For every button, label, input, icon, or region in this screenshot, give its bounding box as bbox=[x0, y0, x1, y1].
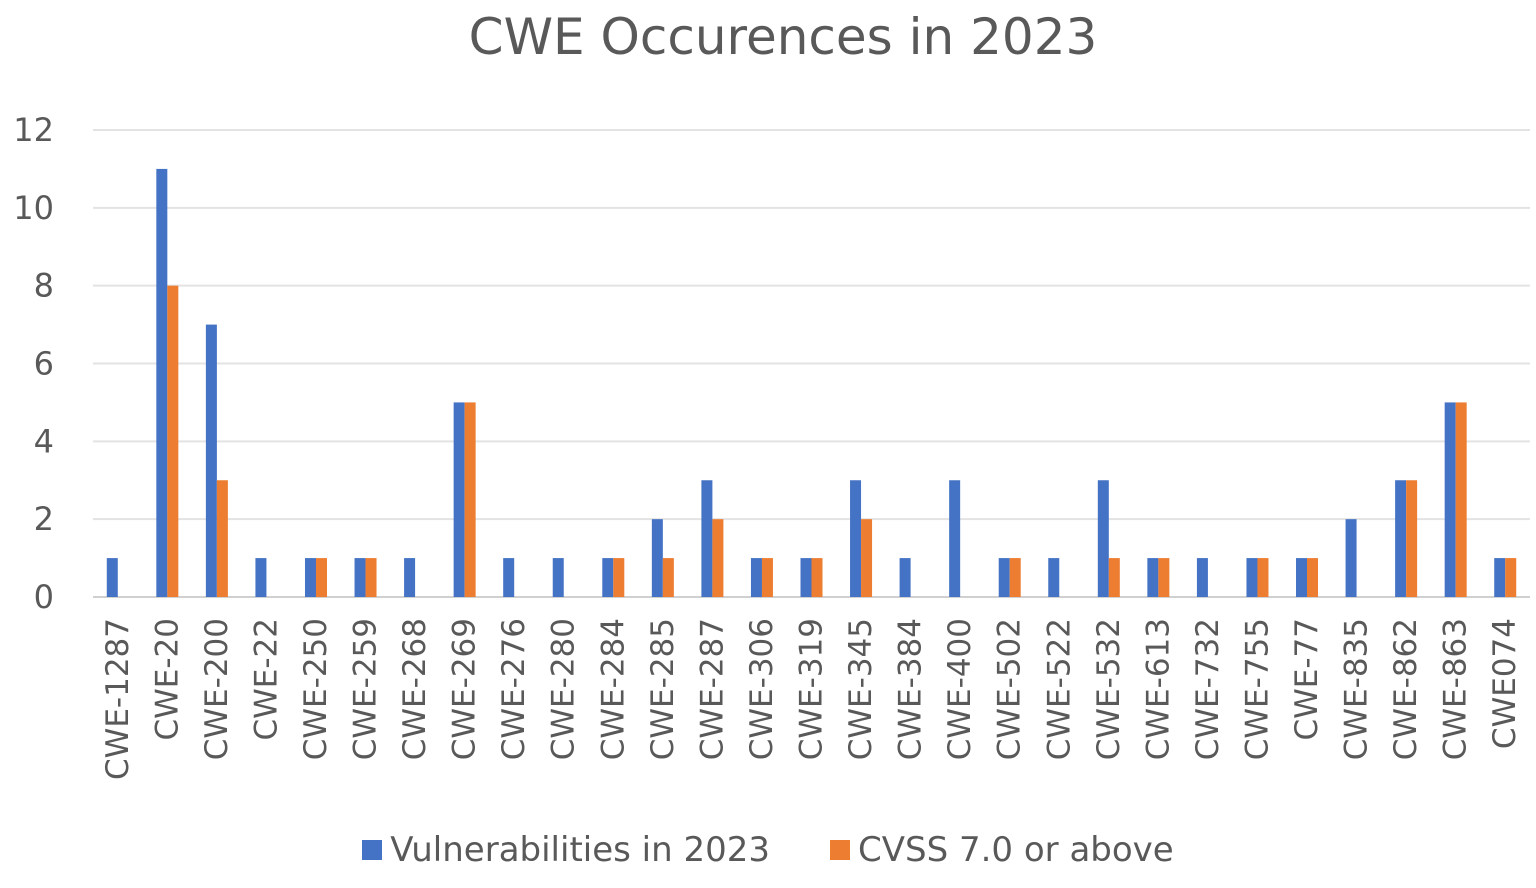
bar-vulnerabilities-cwe-613 bbox=[1147, 558, 1159, 597]
y-tick-label: 4 bbox=[34, 422, 54, 460]
x-tick-label: CWE-22 bbox=[248, 618, 284, 741]
bar-vulnerabilities-cwe-522 bbox=[1048, 558, 1060, 597]
bar-vulnerabilities-cwe-1287 bbox=[106, 558, 118, 597]
x-tick-label: CWE-269 bbox=[447, 618, 483, 760]
x-tick-label: CWE074 bbox=[1487, 618, 1523, 749]
y-tick-label: 8 bbox=[34, 267, 54, 305]
bar-cvss-cwe-250 bbox=[315, 558, 327, 597]
bar-cvss-cwe-863 bbox=[1455, 402, 1467, 597]
bar-vulnerabilities-cwe-77 bbox=[1296, 558, 1308, 597]
x-tick-label: CWE-319 bbox=[794, 618, 830, 760]
x-tick-label: CWE-835 bbox=[1339, 618, 1375, 760]
bar-vulnerabilities-cwe-732 bbox=[1196, 558, 1208, 597]
bar-cvss-cwe-862 bbox=[1406, 480, 1418, 597]
bar-vulnerabilities-cwe-269 bbox=[453, 402, 465, 597]
bar-vulnerabilities-cwe-284 bbox=[602, 558, 614, 597]
x-tick-label: CWE-287 bbox=[694, 618, 730, 760]
x-tick-label: CWE-280 bbox=[546, 618, 582, 760]
bar-vulnerabilities-cwe-285 bbox=[651, 519, 663, 597]
bar-cvss-cwe-613 bbox=[1158, 558, 1170, 597]
x-tick-label: CWE-259 bbox=[348, 618, 384, 760]
x-tick-label: CWE-862 bbox=[1388, 618, 1424, 760]
bar-cvss-cwe-532 bbox=[1108, 558, 1120, 597]
x-tick-label: CWE-285 bbox=[645, 618, 681, 760]
y-tick-label: 0 bbox=[34, 578, 54, 616]
y-tick-label: 2 bbox=[34, 500, 54, 538]
bar-vulnerabilities-cwe074 bbox=[1494, 558, 1506, 597]
bar-cvss-cwe-345 bbox=[861, 519, 873, 597]
x-tick-label: CWE-863 bbox=[1438, 618, 1474, 760]
x-tick-label: CWE-284 bbox=[595, 618, 631, 760]
x-tick-label: CWE-20 bbox=[149, 618, 185, 741]
x-tick-label: CWE-268 bbox=[397, 618, 433, 760]
bar-vulnerabilities-cwe-502 bbox=[998, 558, 1010, 597]
x-tick-label: CWE-276 bbox=[496, 618, 532, 760]
bar-vulnerabilities-cwe-835 bbox=[1345, 519, 1357, 597]
bar-vulnerabilities-cwe-319 bbox=[800, 558, 812, 597]
bars bbox=[106, 168, 1517, 597]
x-tick-label: CWE-77 bbox=[1289, 618, 1325, 741]
x-axis-ticks: CWE-1287 CWE-20 CWE-200 CWE-22 CWE-250 CWE-25… bbox=[100, 618, 1523, 780]
x-tick-label: CWE-502 bbox=[992, 618, 1028, 760]
bar-vulnerabilities-cwe-862 bbox=[1395, 480, 1407, 597]
legend-swatch-cvss bbox=[830, 840, 850, 860]
legend-item-cvss: CVSS 7.0 or above bbox=[830, 830, 1174, 870]
bar-vulnerabilities-cwe-400 bbox=[949, 480, 961, 597]
bar-cvss-cwe-284 bbox=[613, 558, 625, 597]
legend: Vulnerabilities in 2023 CVSS 7.0 or abov… bbox=[0, 830, 1536, 870]
x-tick-label: CWE-400 bbox=[942, 618, 978, 760]
bar-cvss-cwe-77 bbox=[1307, 558, 1319, 597]
x-tick-label: CWE-1287 bbox=[100, 618, 136, 780]
bar-vulnerabilities-cwe-22 bbox=[255, 558, 267, 597]
x-tick-label: CWE-522 bbox=[1041, 618, 1077, 760]
legend-swatch-vulnerabilities bbox=[362, 840, 383, 860]
bar-vulnerabilities-cwe-250 bbox=[304, 558, 316, 597]
bar-cvss-cwe-285 bbox=[662, 558, 674, 597]
bar-vulnerabilities-cwe-345 bbox=[850, 480, 862, 597]
bar-vulnerabilities-cwe-276 bbox=[503, 558, 515, 597]
bar-vulnerabilities-cwe-280 bbox=[552, 558, 564, 597]
bar-cvss-cwe-20 bbox=[167, 285, 179, 597]
bar-vulnerabilities-cwe-259 bbox=[354, 558, 366, 597]
bar-vulnerabilities-cwe-384 bbox=[899, 558, 911, 597]
bar-cvss-cwe-287 bbox=[712, 519, 724, 597]
legend-item-vulnerabilities: Vulnerabilities in 2023 bbox=[362, 830, 770, 870]
bar-vulnerabilities-cwe-755 bbox=[1246, 558, 1258, 597]
x-tick-label: CWE-345 bbox=[843, 618, 879, 760]
bar-vulnerabilities-cwe-306 bbox=[750, 558, 762, 597]
bar-cvss-cwe-269 bbox=[464, 402, 476, 597]
x-tick-label: CWE-613 bbox=[1140, 618, 1176, 760]
x-tick-label: CWE-755 bbox=[1239, 618, 1275, 760]
bar-vulnerabilities-cwe-200 bbox=[205, 324, 217, 597]
x-tick-label: CWE-306 bbox=[744, 618, 780, 760]
bar-vulnerabilities-cwe-20 bbox=[156, 168, 168, 597]
legend-label-vulnerabilities: Vulnerabilities in 2023 bbox=[390, 830, 770, 870]
bar-cvss-cwe-306 bbox=[761, 558, 773, 597]
bar-cvss-cwe-502 bbox=[1009, 558, 1021, 597]
gridlines bbox=[93, 129, 1530, 598]
bar-cvss-cwe-319 bbox=[811, 558, 823, 597]
x-tick-label: CWE-250 bbox=[298, 618, 334, 760]
y-tick-label: 6 bbox=[34, 345, 54, 383]
bar-cvss-cwe-200 bbox=[216, 480, 228, 597]
x-tick-label: CWE-200 bbox=[199, 618, 235, 760]
bar-cvss-cwe074 bbox=[1505, 558, 1517, 597]
x-tick-label: CWE-384 bbox=[893, 618, 929, 760]
bar-vulnerabilities-cwe-268 bbox=[404, 558, 416, 597]
chart-title: CWE Occurences in 2023 bbox=[468, 8, 1098, 66]
bar-vulnerabilities-cwe-532 bbox=[1097, 480, 1109, 597]
bar-vulnerabilities-cwe-287 bbox=[701, 480, 713, 597]
bar-cvss-cwe-259 bbox=[365, 558, 377, 597]
y-axis-ticks: 0 2 4 6 8 10 12 bbox=[13, 111, 54, 616]
y-tick-label: 12 bbox=[13, 111, 54, 149]
x-tick-label: CWE-732 bbox=[1190, 618, 1226, 760]
bar-cvss-cwe-755 bbox=[1257, 558, 1269, 597]
bar-vulnerabilities-cwe-863 bbox=[1444, 402, 1456, 597]
x-tick-label: CWE-532 bbox=[1091, 618, 1127, 760]
y-tick-label: 10 bbox=[13, 189, 54, 227]
legend-label-cvss: CVSS 7.0 or above bbox=[858, 830, 1174, 870]
